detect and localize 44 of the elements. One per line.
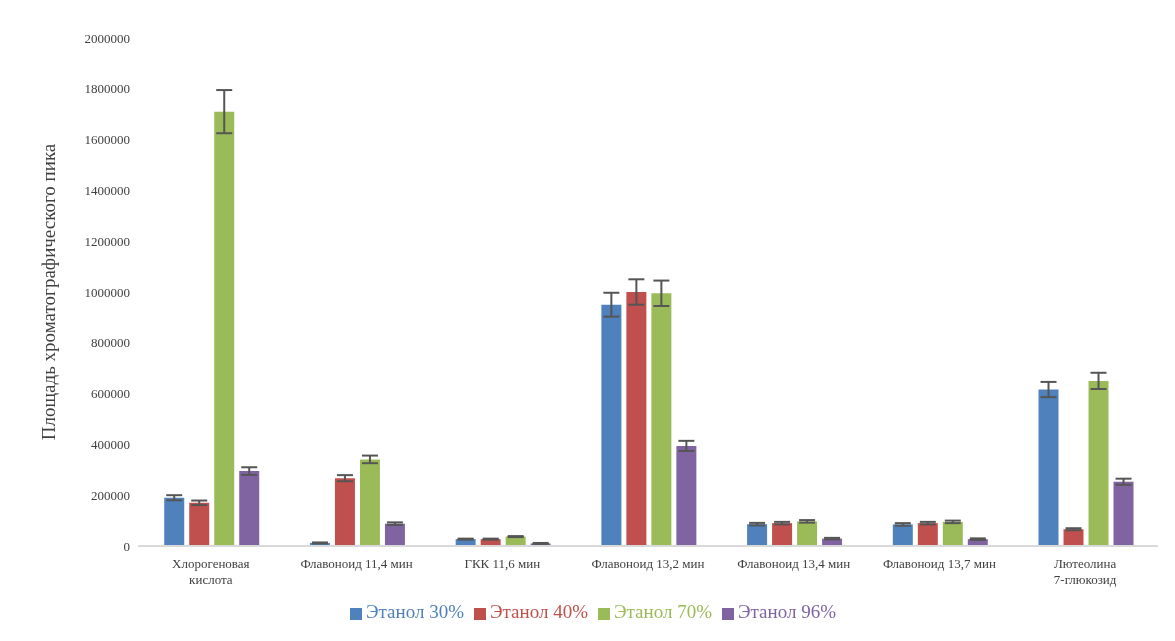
bar [892,524,913,546]
bar [164,497,185,546]
legend-label: Этанол 96% [738,601,836,622]
bar [359,459,380,546]
bar [1113,481,1134,546]
x-tick-label: Флавоноид 13,7 мин [883,556,996,571]
x-tick-label: Лютеолина 7-глюкозид [1053,556,1117,587]
y-tick-label: 400000 [91,437,130,453]
bar [772,523,793,546]
legend-label: Этанол 70% [614,601,712,622]
bar [626,292,647,546]
y-tick-label: 0 [123,538,130,554]
y-tick-label: 1200000 [84,233,130,249]
y-tick-label: 600000 [91,386,130,402]
x-tick-label: Флавоноид 13,4 мин [737,556,851,571]
bar [797,521,818,546]
y-tick-label: 1400000 [84,183,130,199]
bar [384,523,405,546]
y-tick-label: 1600000 [84,132,130,148]
y-tick-label: 2000000 [84,30,130,46]
bar [239,471,260,546]
y-tick-label: 1000000 [84,284,130,300]
y-tick-label: 800000 [91,335,130,351]
x-tick-label: Флавоноид 11,4 мин [300,556,413,571]
y-tick-label: 1800000 [84,81,130,97]
bar [214,111,235,546]
bar [1088,380,1109,546]
bar [747,524,768,546]
bar [1063,529,1084,546]
y-tick-label: 200000 [91,487,130,503]
bar [651,293,672,546]
x-tick-label: ГКК 11,6 мин [464,556,541,571]
bar [676,445,697,546]
bar [1038,389,1059,546]
x-tick-label: Флавоноид 13,2 мин [591,556,705,571]
x-tick-label: Хлорогеновая кислота [172,556,250,587]
legend-label: Этанол 30% [366,601,464,622]
y-axis-title: Площадь хроматографического пика [37,143,59,441]
bar [601,304,622,546]
bar [334,478,355,546]
legend-label: Этанол 40% [490,601,588,622]
bar [917,523,938,546]
bar [189,502,210,546]
bar [942,521,963,546]
